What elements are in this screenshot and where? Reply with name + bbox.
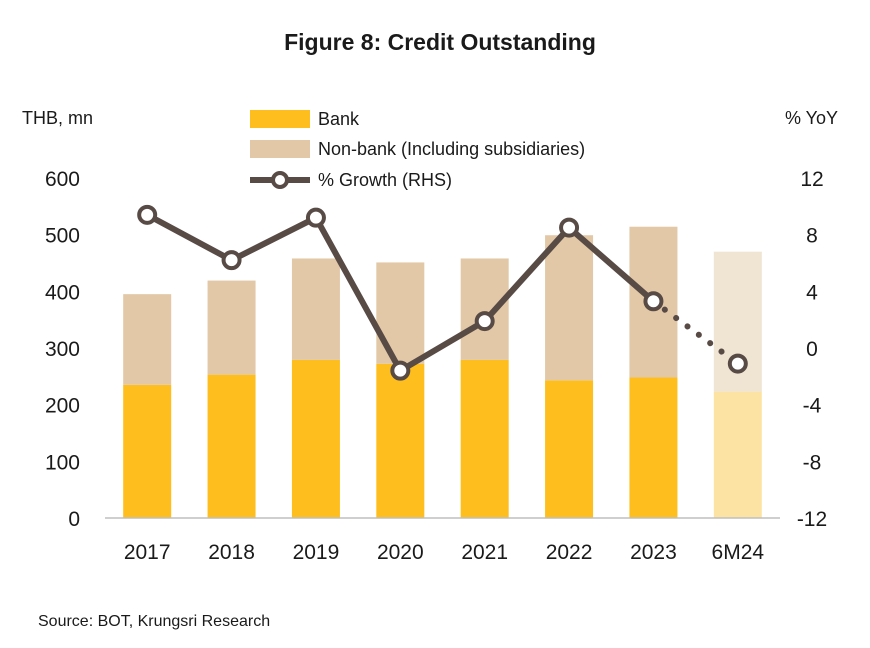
right-axis-tick-label: -12 (797, 508, 827, 531)
bar-bank-6M24 (713, 391, 762, 518)
bar-bank-2020 (376, 363, 425, 518)
growth-point-2017 (137, 204, 158, 225)
growth-line (137, 204, 748, 381)
x-axis-tick-label: 2022 (546, 541, 593, 564)
legend-label-nonbank: Non-bank (Including subsidiaries) (318, 139, 585, 159)
bar-nonbank-2021 (460, 258, 509, 360)
growth-point-2022 (559, 217, 580, 238)
source-note: Source: BOT, Krungsri Research (38, 613, 270, 630)
bar-nonbank-2017 (123, 294, 172, 385)
bar-bank-2021 (460, 359, 509, 518)
x-axis-tick-label: 6M24 (712, 541, 765, 564)
bar-bank-2019 (291, 359, 340, 518)
legend-marker-growth (271, 171, 289, 189)
growth-point-2023 (643, 291, 664, 312)
left-axis-tick-label: 300 (45, 338, 80, 361)
left-axis-tick-label: 500 (45, 225, 80, 248)
bar-nonbank-2022 (545, 235, 594, 381)
bar-nonbank-2020 (376, 262, 425, 364)
right-axis-unit: % YoY (785, 108, 838, 128)
legend-swatch-bank (250, 110, 310, 128)
x-axis-tick-label: 2020 (377, 541, 424, 564)
left-axis-tick-label: 100 (45, 451, 80, 474)
legend-label-bank: Bank (318, 109, 360, 129)
right-axis-tick-label: 12 (800, 168, 823, 191)
bar-nonbank-2018 (207, 280, 256, 375)
right-axis-tick-label: -8 (803, 451, 822, 474)
right-axis-ticks: -12 -8 -4 0 4 8 12 (797, 168, 827, 531)
right-axis-tick-label: 8 (806, 225, 818, 248)
chart-title: Figure 8: Credit Outstanding (284, 29, 596, 55)
growth-line-projected (650, 298, 741, 367)
left-axis-unit: THB, mn (22, 108, 93, 128)
legend: Bank Non-bank (Including subsidiaries) %… (250, 109, 585, 190)
left-axis-tick-label: 400 (45, 281, 80, 304)
right-axis-tick-label: 0 (806, 338, 818, 361)
legend-swatch-nonbank (250, 140, 310, 158)
legend-label-growth: % Growth (RHS) (318, 170, 452, 190)
growth-point-2018 (221, 250, 242, 271)
left-axis-tick-label: 0 (68, 508, 80, 531)
right-axis-tick-label: 4 (806, 281, 818, 304)
bar-bank-2023 (629, 377, 678, 518)
bars (123, 226, 762, 518)
x-axis-tick-label: 2019 (293, 541, 340, 564)
x-axis-tick-label: 2023 (630, 541, 677, 564)
growth-point-6M24 (727, 353, 748, 374)
bar-bank-2017 (123, 384, 172, 518)
growth-point-2019 (305, 207, 326, 228)
growth-point-2020 (390, 360, 411, 381)
x-axis-tick-label: 2018 (208, 541, 255, 564)
left-axis-tick-label: 600 (45, 168, 80, 191)
bar-bank-2022 (545, 380, 594, 518)
x-axis-tick-label: 2021 (461, 541, 508, 564)
left-axis-tick-label: 200 (45, 395, 80, 418)
bar-nonbank-2019 (291, 258, 340, 360)
x-axis-tick-label: 2017 (124, 541, 171, 564)
right-axis-tick-label: -4 (803, 395, 822, 418)
left-axis-ticks: 0 100 200 300 400 500 600 (45, 168, 80, 531)
bar-bank-2018 (207, 374, 256, 518)
x-axis-ticks: 2017 2018 2019 2020 2021 2022 2023 6M24 (124, 541, 765, 564)
growth-point-2021 (474, 311, 495, 332)
